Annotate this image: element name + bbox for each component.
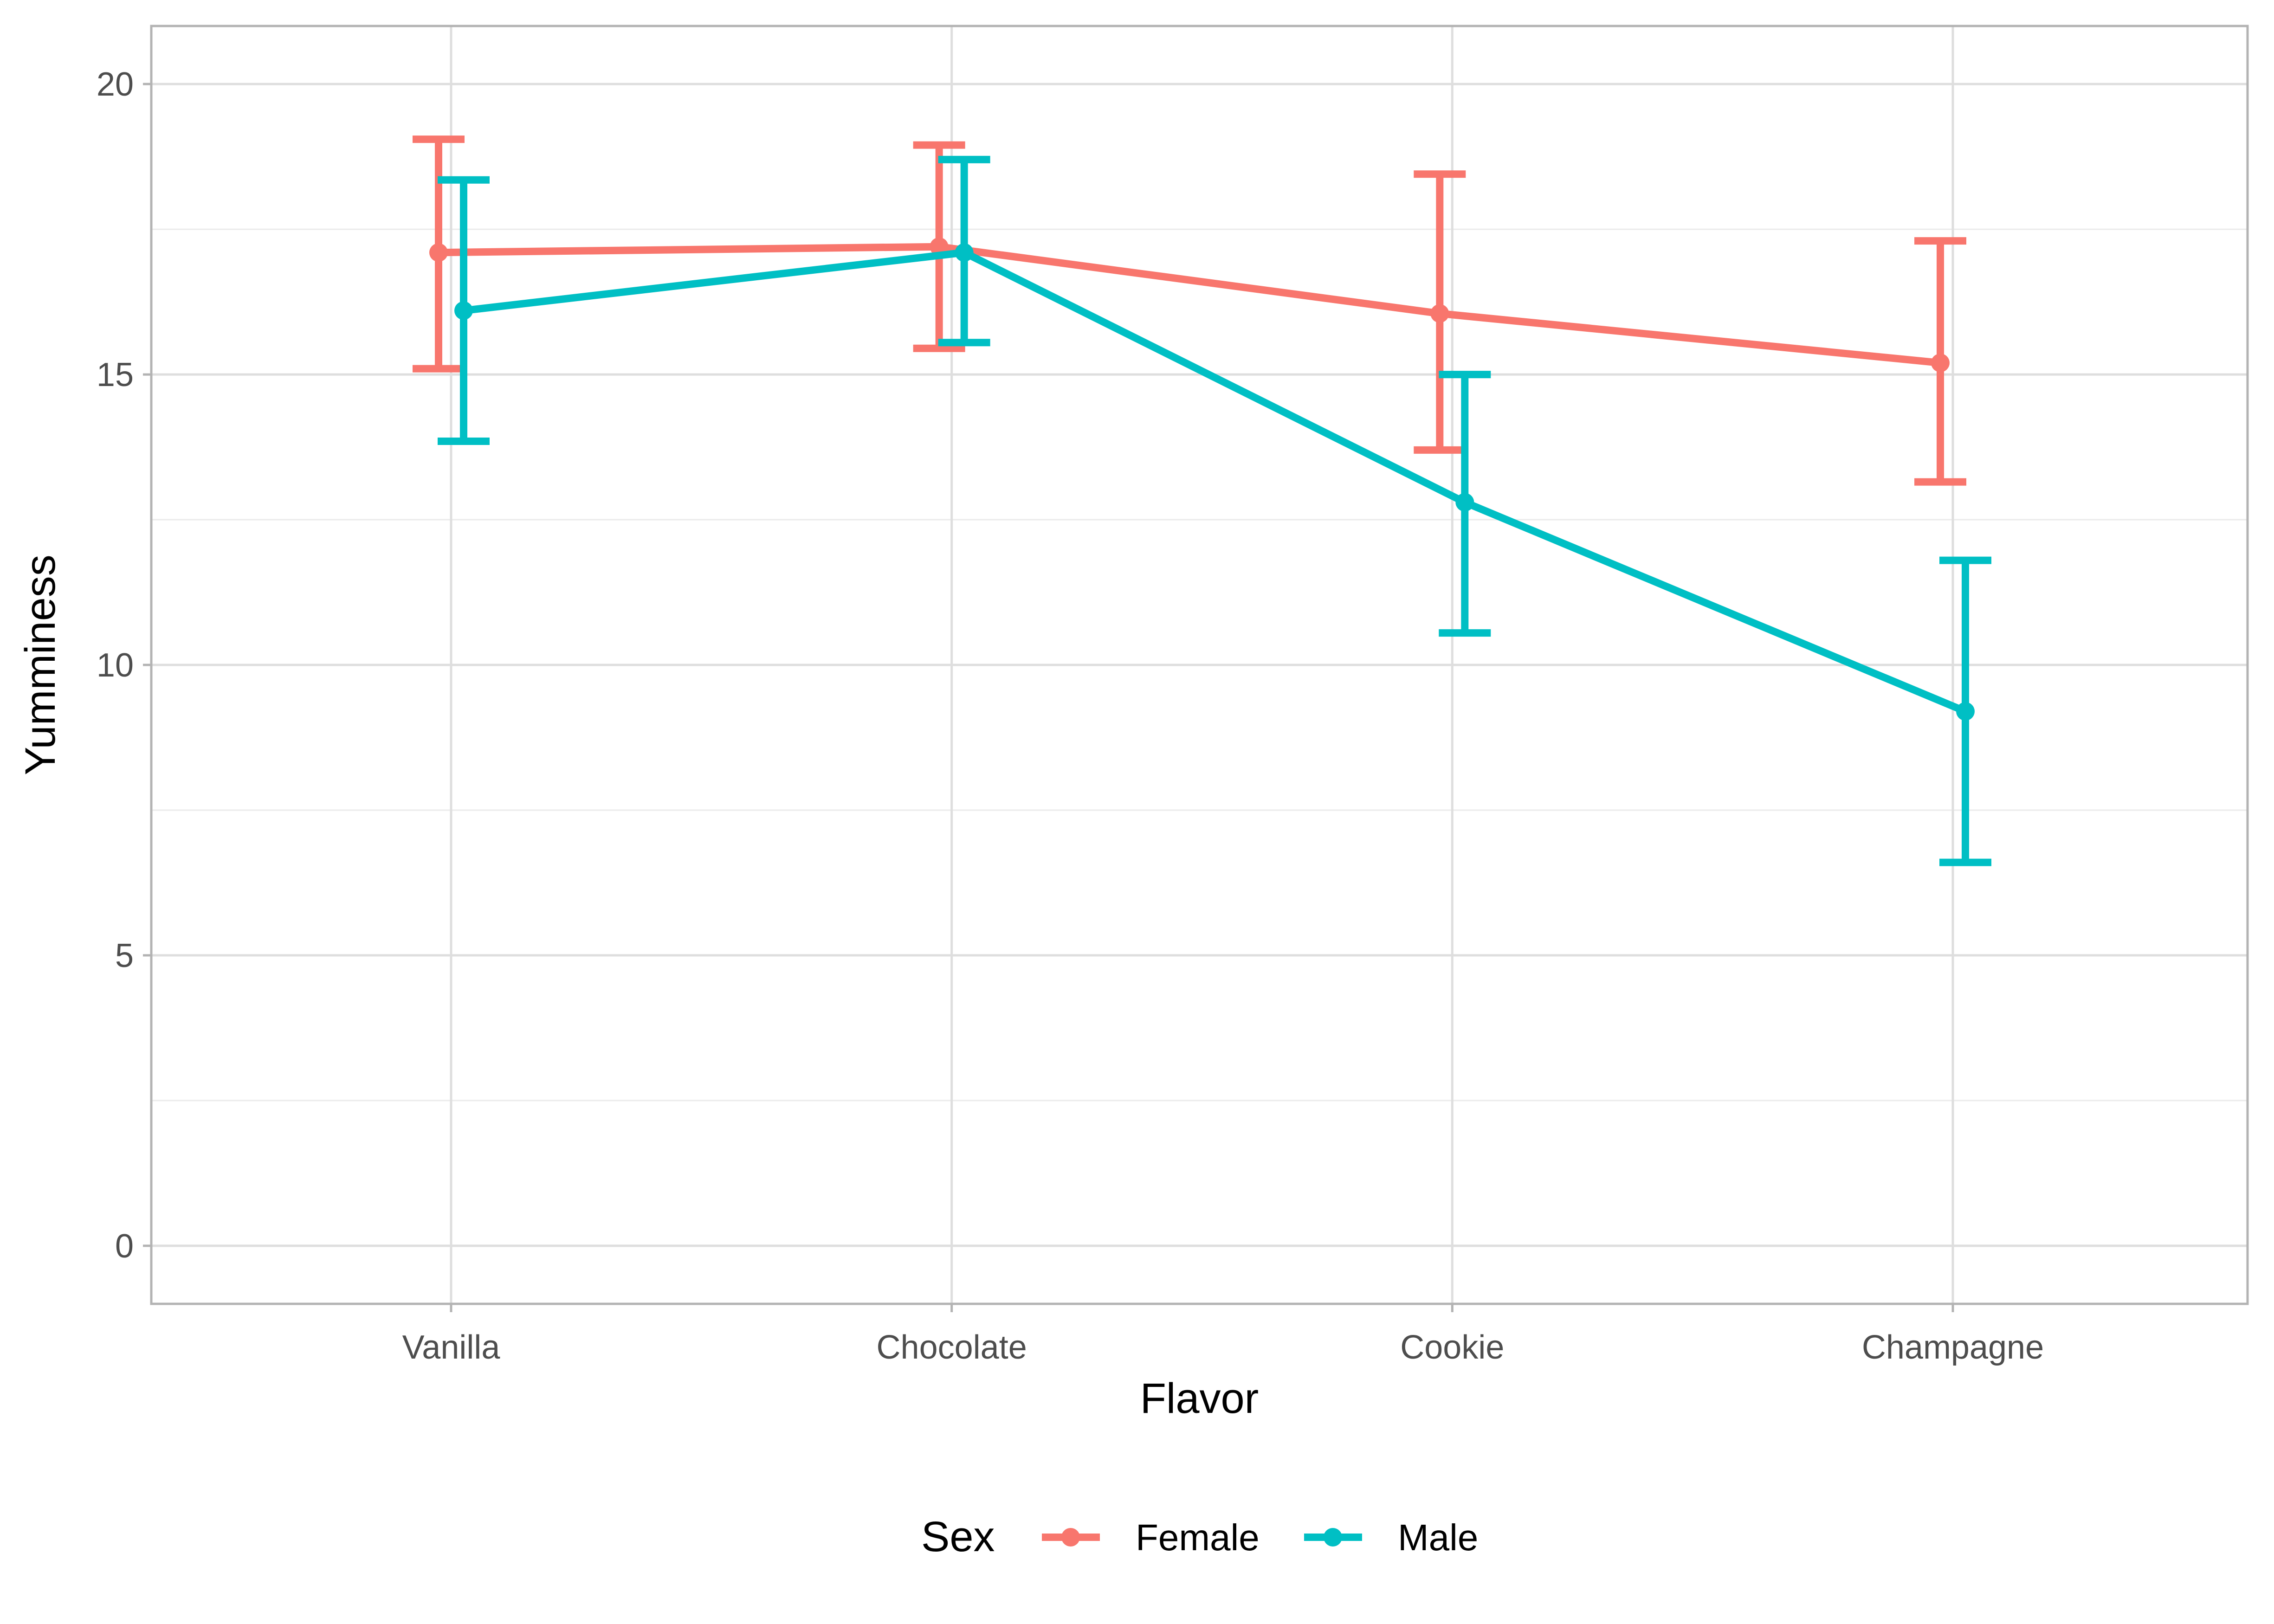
series-line [438, 243, 1941, 367]
x-tick-label: Vanilla [402, 1329, 501, 1366]
data-point [1956, 702, 1975, 721]
y-axis: 0 5 10 15 20 [97, 66, 151, 1265]
y-tick-label: 15 [97, 356, 134, 393]
data-point [1455, 493, 1474, 512]
series-female [413, 135, 1966, 486]
series-male [438, 155, 1991, 866]
legend-item-female: Female [1042, 1517, 1260, 1558]
data-point [454, 301, 473, 320]
legend-label: Male [1398, 1517, 1478, 1558]
y-tick-label: 5 [115, 937, 134, 974]
legend: Sex Female Male [921, 1513, 1478, 1560]
legend-item-male: Male [1304, 1517, 1478, 1558]
minor-gridlines [151, 228, 2248, 1102]
legend-label: Female [1136, 1517, 1260, 1558]
series-line [463, 249, 1967, 715]
legend-key-point [1324, 1528, 1342, 1547]
data-point [955, 243, 974, 262]
data-point [1430, 304, 1449, 323]
x-axis: Vanilla Chocolate Cookie Champagne [402, 1304, 2044, 1366]
data-point [1931, 354, 1950, 373]
legend-title: Sex [921, 1513, 995, 1560]
major-gridlines [151, 26, 2248, 1304]
legend-key-point [1061, 1528, 1080, 1547]
x-axis-title: Flavor [1140, 1375, 1259, 1422]
y-tick-label: 10 [97, 647, 134, 684]
x-tick-label: Champagne [1862, 1329, 2044, 1366]
y-tick-label: 20 [97, 66, 134, 103]
data-point [429, 243, 448, 262]
y-tick-label: 0 [115, 1228, 134, 1265]
series-layer [413, 135, 1991, 866]
x-tick-label: Cookie [1400, 1329, 1504, 1366]
x-tick-label: Chocolate [877, 1329, 1027, 1366]
y-axis-title: Yumminess [17, 554, 64, 775]
